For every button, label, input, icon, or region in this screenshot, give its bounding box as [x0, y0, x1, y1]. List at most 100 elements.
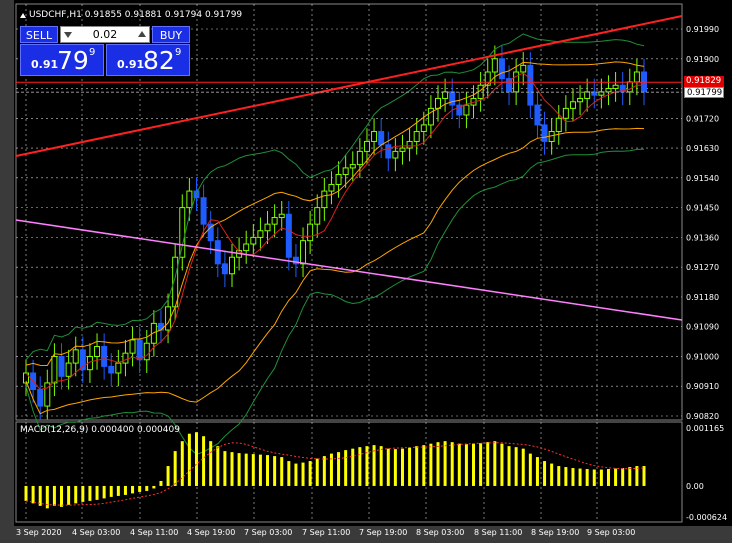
- price-tick-label: 0.91450: [686, 204, 719, 213]
- one-click-trade-panel: SELL BUY 0.91 79 9 0.91 82 9: [20, 26, 190, 78]
- macd-histogram-bar: [24, 485, 28, 501]
- time-tick-label: 4 Sep 03:00: [72, 528, 120, 537]
- macd-histogram-bar: [422, 445, 426, 486]
- price-tick-label: 0.91180: [686, 293, 719, 302]
- macd-histogram-bar: [74, 485, 78, 504]
- candle-body: [101, 346, 108, 367]
- macd-histogram-bar: [393, 449, 397, 486]
- macd-histogram-bar: [344, 450, 348, 486]
- macd-histogram-bar: [436, 442, 440, 486]
- candle-body: [506, 78, 513, 93]
- price-tick-label: 0.91720: [686, 114, 719, 123]
- macd-histogram-bar: [528, 453, 532, 486]
- candle-body: [420, 124, 427, 133]
- time-tick-label: 8 Sep 03:00: [416, 528, 464, 537]
- macd-histogram-bar: [429, 443, 433, 486]
- candle-body: [456, 104, 463, 116]
- macd-histogram-bar: [287, 461, 291, 486]
- chevron-up-icon[interactable]: [138, 31, 146, 37]
- candle-body: [463, 104, 470, 116]
- candle-body: [214, 240, 221, 265]
- candle-body: [449, 91, 456, 106]
- candle-body: [300, 240, 307, 265]
- candle-body: [406, 140, 413, 149]
- candle-body: [520, 64, 527, 73]
- candle-body: [271, 217, 278, 225]
- time-tick-label: 7 Sep 19:00: [359, 528, 407, 537]
- candle-body: [157, 322, 164, 331]
- macd-histogram-bar: [138, 485, 142, 492]
- candle-body: [371, 131, 378, 142]
- candle-body: [186, 190, 193, 209]
- symbol-info: USDCHF,H1 0.91855 0.91881 0.91794 0.9179…: [29, 10, 242, 20]
- upper-trendline: [15, 15, 683, 157]
- macd-histogram-bar: [308, 461, 312, 486]
- macd-histogram-bar: [88, 485, 92, 501]
- price-tick-label: 0.91540: [686, 174, 719, 183]
- sell-button[interactable]: SELL: [20, 26, 58, 43]
- macd-histogram-bar: [507, 446, 511, 486]
- candle-body: [591, 91, 598, 96]
- candle-body: [399, 147, 406, 152]
- sell-price-button[interactable]: 0.91 79 9: [20, 44, 104, 76]
- candle-body: [150, 322, 157, 344]
- candle-body: [349, 164, 356, 169]
- macd-histogram-bar: [45, 485, 49, 509]
- price-tick-label: 0.91360: [686, 233, 719, 242]
- buy-button[interactable]: BUY: [152, 26, 190, 43]
- macd-histogram-bar: [209, 441, 213, 486]
- collapse-arrow-icon[interactable]: [20, 13, 26, 18]
- buy-price-button[interactable]: 0.91 82 9: [106, 44, 190, 76]
- lot-size-stepper[interactable]: [60, 26, 150, 43]
- macd-histogram-bar: [266, 455, 270, 486]
- main-panel-border: [15, 3, 683, 421]
- macd-histogram-bar: [450, 442, 454, 486]
- macd-histogram-bar: [464, 444, 468, 486]
- symbol-name: USDCHF,H1: [29, 10, 82, 20]
- candle-body: [307, 223, 314, 242]
- lot-size-input[interactable]: [75, 27, 135, 42]
- macd-histogram-bar: [329, 453, 333, 486]
- candle-body: [342, 167, 349, 176]
- macd-histogram-bar: [621, 468, 625, 486]
- sell-price-sup: 9: [89, 47, 96, 58]
- candle-body: [72, 349, 79, 364]
- candle-body: [335, 174, 342, 185]
- macd-histogram-bar: [166, 466, 170, 486]
- candle-body: [569, 101, 576, 109]
- candle-body: [314, 207, 321, 225]
- macd-histogram-bar: [543, 461, 547, 486]
- macd-histogram-bar: [194, 432, 198, 486]
- macd-histogram-bar: [472, 443, 476, 486]
- macd-histogram-bar: [152, 485, 156, 489]
- macd-histogram-bar: [408, 447, 412, 486]
- macd-histogram-bar: [60, 485, 64, 507]
- chevron-down-icon[interactable]: [64, 32, 72, 38]
- candle-body: [605, 88, 612, 93]
- candle-body: [534, 104, 541, 126]
- macd-histogram-bar: [123, 485, 127, 495]
- macd-histogram-bar: [614, 468, 618, 486]
- macd-histogram-bar: [116, 485, 120, 496]
- candle-body: [612, 84, 619, 90]
- bollinger-lower-inner: [25, 127, 645, 415]
- macd-histogram-bar: [479, 443, 483, 486]
- candle-body: [58, 355, 65, 377]
- macd-histogram-bar: [202, 436, 206, 486]
- macd-histogram-bar: [372, 445, 376, 486]
- price-tick-label: 0.91000: [686, 352, 719, 361]
- candle-body: [633, 71, 640, 83]
- chart-svg[interactable]: 0.919900.919000.918100.917200.916300.915…: [14, 0, 732, 543]
- macd-histogram-bar: [216, 446, 220, 486]
- sell-price-big: 79: [57, 46, 89, 75]
- time-tick-label: 9 Sep 03:00: [587, 528, 635, 537]
- macd-histogram-bar: [67, 485, 71, 505]
- candle-body: [442, 91, 449, 99]
- macd-histogram-bar: [180, 441, 184, 486]
- time-tick-label: 4 Sep 11:00: [130, 528, 178, 537]
- candle-body: [435, 97, 441, 109]
- candle-body: [321, 190, 328, 209]
- candle-body: [143, 342, 150, 361]
- line-price-badge: 0.91829: [684, 76, 724, 87]
- chart-area[interactable]: [14, 0, 732, 526]
